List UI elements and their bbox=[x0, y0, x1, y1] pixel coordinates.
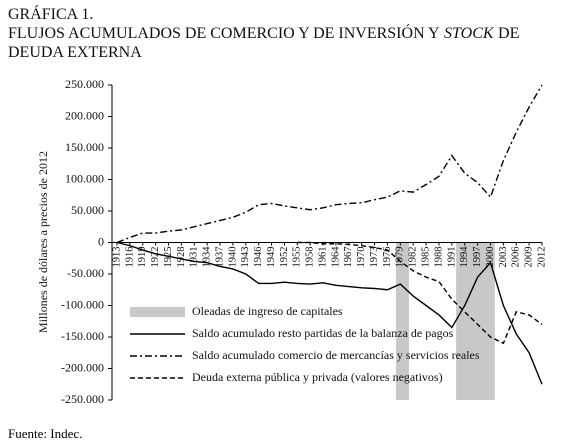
x-tick-label: 1946 bbox=[253, 247, 264, 268]
y-tick-label: -250.000 bbox=[61, 392, 104, 406]
x-tick-label: 2009 bbox=[524, 247, 535, 268]
x-tick-label: 1913 bbox=[111, 247, 122, 268]
series-line bbox=[116, 84, 543, 244]
x-tick-label: 1976 bbox=[382, 247, 393, 268]
legend-label: Deuda externa pública y privada (valores… bbox=[192, 370, 443, 384]
x-tick-label: 2012 bbox=[536, 247, 547, 268]
series-line bbox=[297, 241, 543, 345]
x-tick-label: 1928 bbox=[176, 247, 187, 268]
y-tick-label: 100.000 bbox=[65, 171, 104, 185]
shaded-band bbox=[396, 242, 409, 400]
x-tick-label: 1958 bbox=[305, 247, 316, 268]
x-tick-label: 1916 bbox=[124, 247, 135, 268]
legend-label: Saldo acumulado comercio de mercancías y… bbox=[192, 348, 480, 362]
title-part: DE DEUDA EXTERNA bbox=[8, 25, 520, 61]
x-tick-label: 2003 bbox=[498, 247, 509, 268]
y-axis-label: Millones de dólares a precios de 2012 bbox=[36, 151, 50, 333]
legend-swatch bbox=[130, 307, 185, 317]
x-tick-label: 1970 bbox=[356, 247, 367, 268]
y-tick-label: 150.000 bbox=[65, 140, 104, 154]
x-tick-label: 1919 bbox=[137, 247, 148, 268]
title-part: STOCK bbox=[444, 25, 494, 42]
x-tick-label: 1949 bbox=[266, 247, 277, 268]
y-tick-label: -200.000 bbox=[61, 360, 104, 374]
header: GRÁFICA 1. FLUJOS ACUMULADOS DE COMERCIO… bbox=[8, 5, 573, 62]
series-line bbox=[116, 241, 543, 385]
x-tick-label: 2006 bbox=[511, 247, 522, 268]
x-tick-label: 1994 bbox=[459, 246, 470, 268]
x-tick-label: 1955 bbox=[292, 247, 303, 268]
x-tick-label: 2000 bbox=[485, 247, 496, 268]
x-tick-label: 1982 bbox=[408, 247, 419, 268]
x-tick-label: 1988 bbox=[433, 247, 444, 268]
x-tick-label: 1979 bbox=[395, 247, 406, 268]
x-tick-label: 1985 bbox=[420, 247, 431, 268]
shaded-band bbox=[456, 242, 495, 400]
x-tick-label: 1940 bbox=[227, 247, 238, 268]
source: Fuente: Indec. bbox=[8, 426, 83, 441]
legend-label: Saldo acumulado resto partidas de la bal… bbox=[192, 326, 454, 340]
x-tick-label: 1967 bbox=[343, 247, 354, 268]
y-tick-label: -100.000 bbox=[61, 297, 104, 311]
x-tick-label: 1964 bbox=[330, 246, 341, 268]
x-tick-label: 1922 bbox=[150, 247, 161, 268]
y-tick-label: 50.000 bbox=[71, 203, 104, 217]
y-tick-label: 0 bbox=[98, 234, 104, 248]
x-tick-label: 1934 bbox=[202, 246, 213, 268]
x-tick-label: 1973 bbox=[369, 247, 380, 268]
legend-label: Oleadas de ingreso de capitales bbox=[192, 304, 343, 318]
y-tick-label: -150.000 bbox=[61, 329, 104, 343]
chart-label: GRÁFICA 1. bbox=[8, 6, 94, 23]
chart: Millones de dólares a precios de 2012 25… bbox=[36, 77, 548, 406]
x-tick-label: 1952 bbox=[279, 247, 290, 268]
chart-title: FLUJOS ACUMULADOS DE COMERCIO Y DE INVER… bbox=[8, 24, 573, 62]
x-tick-label: 1997 bbox=[472, 247, 483, 268]
x-tick-label: 1931 bbox=[189, 247, 200, 268]
y-tick-label: -50.000 bbox=[67, 266, 104, 280]
x-tick-label: 1937 bbox=[214, 247, 225, 268]
y-tick-label: 250.000 bbox=[65, 77, 104, 91]
x-tick-label: 1991 bbox=[446, 247, 457, 268]
x-tick-label: 1943 bbox=[240, 247, 251, 268]
x-tick-label: 1961 bbox=[317, 247, 328, 268]
y-tick-label: 200.000 bbox=[65, 108, 104, 122]
title-part: FLUJOS ACUMULADOS DE COMERCIO Y DE INVER… bbox=[8, 25, 440, 42]
